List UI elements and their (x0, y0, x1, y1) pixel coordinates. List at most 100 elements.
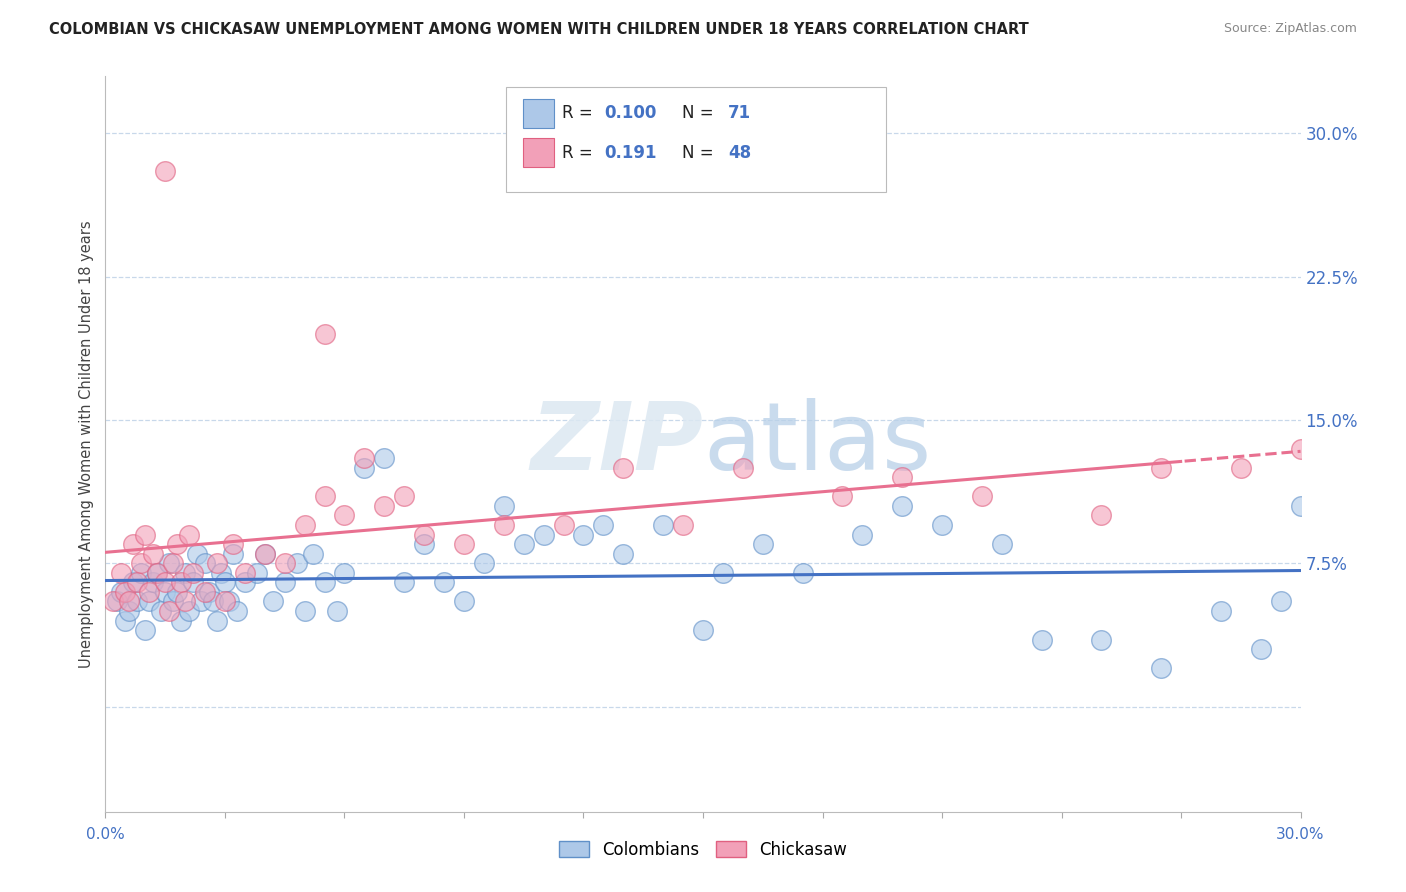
Point (453, 594, 475, 608)
Point (373, 499, 395, 513)
Point (692, 623, 714, 637)
Point (285, 556, 308, 570)
Point (150, 604, 173, 618)
Point (1229, 460, 1253, 475)
Point (214, 594, 236, 608)
Point (353, 460, 375, 475)
Point (177, 604, 201, 618)
Point (122, 575, 145, 590)
Point (453, 537, 475, 551)
Point (222, 547, 245, 561)
Point (194, 585, 217, 599)
Text: 30.0%: 30.0% (1277, 827, 1324, 842)
Point (612, 547, 634, 561)
Point (314, 326, 336, 341)
Point (134, 527, 156, 541)
Point (103, 594, 125, 608)
Point (225, 604, 249, 618)
Y-axis label: Unemployment Among Women with Children Under 18 years: Unemployment Among Women with Children U… (79, 220, 94, 667)
Point (153, 585, 177, 599)
Point (392, 575, 416, 590)
Point (209, 566, 232, 580)
Point (186, 547, 208, 561)
Point (138, 585, 160, 599)
Point (146, 566, 169, 580)
Text: 0.100: 0.100 (605, 104, 657, 122)
Point (273, 575, 295, 590)
Point (891, 470, 914, 484)
Point (353, 451, 375, 466)
Text: ZIP: ZIP (530, 398, 703, 490)
Point (122, 537, 145, 551)
Point (181, 575, 204, 590)
Point (1209, 604, 1232, 618)
Point (114, 585, 136, 599)
Point (553, 518, 575, 533)
Point (1090, 632, 1112, 647)
Point (190, 594, 212, 608)
Point (107, 594, 129, 608)
Point (831, 489, 853, 503)
Point (253, 547, 276, 561)
Point (166, 537, 188, 551)
Point (205, 556, 228, 570)
Point (492, 518, 515, 533)
Text: R =: R = (562, 144, 603, 161)
Point (472, 556, 495, 570)
Point (731, 460, 754, 475)
Point (612, 460, 634, 475)
Point (174, 594, 197, 608)
Text: 71: 71 (728, 104, 751, 122)
Point (153, 575, 177, 590)
Point (246, 566, 269, 580)
Point (792, 566, 814, 580)
Point (433, 575, 456, 590)
Point (110, 585, 132, 599)
Point (373, 451, 395, 466)
Point (652, 518, 675, 533)
Legend: Colombians, Chickasaw: Colombians, Chickasaw (558, 840, 848, 859)
Point (162, 594, 184, 608)
Text: N =: N = (682, 144, 718, 161)
Point (233, 566, 256, 580)
Point (294, 518, 316, 533)
Text: 48: 48 (728, 144, 751, 161)
Point (214, 575, 236, 590)
Point (1270, 594, 1292, 608)
Point (205, 614, 228, 628)
Text: 0.0%: 0.0% (86, 827, 125, 842)
Point (851, 527, 873, 541)
Point (1289, 442, 1312, 456)
Point (114, 614, 136, 628)
Point (253, 547, 276, 561)
Point (157, 604, 180, 618)
Point (970, 489, 993, 503)
Text: R =: R = (562, 104, 599, 122)
Point (711, 566, 734, 580)
Point (218, 594, 240, 608)
Point (325, 604, 347, 618)
Text: 0.191: 0.191 (605, 144, 657, 161)
Point (142, 547, 165, 561)
Point (333, 566, 356, 580)
Point (134, 623, 156, 637)
Point (891, 499, 914, 513)
Point (513, 537, 536, 551)
Text: N =: N = (682, 104, 718, 122)
Point (166, 585, 188, 599)
Point (273, 556, 295, 570)
Point (294, 604, 316, 618)
Point (413, 527, 436, 541)
Point (1289, 499, 1312, 513)
Point (177, 527, 201, 541)
Point (138, 594, 160, 608)
Point (174, 566, 197, 580)
Point (314, 575, 336, 590)
Point (1031, 632, 1053, 647)
Point (118, 604, 141, 618)
Point (170, 575, 193, 590)
Point (1250, 642, 1272, 657)
Point (118, 594, 141, 608)
Point (1090, 508, 1112, 523)
Point (157, 556, 180, 570)
